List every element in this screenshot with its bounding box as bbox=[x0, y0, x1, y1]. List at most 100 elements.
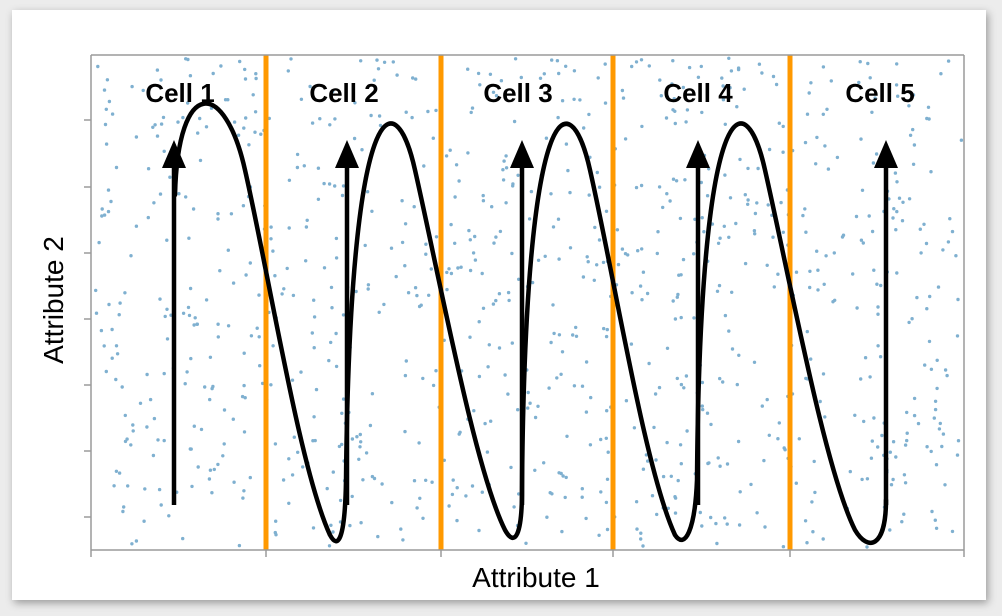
scatter-point bbox=[604, 500, 609, 505]
scatter-point bbox=[605, 409, 609, 413]
scatter-point bbox=[605, 477, 610, 481]
scatter-point bbox=[905, 438, 909, 443]
scatter-point bbox=[549, 192, 553, 196]
scatter-point bbox=[888, 450, 892, 454]
scatter-point bbox=[908, 133, 913, 137]
scatter-point bbox=[468, 268, 473, 273]
scatter-point bbox=[259, 132, 263, 136]
scatter-point bbox=[574, 325, 578, 330]
scatter-point bbox=[876, 312, 880, 316]
scatter-point bbox=[933, 407, 938, 412]
scatter-point bbox=[620, 88, 625, 93]
scatter-point bbox=[803, 140, 808, 145]
scatter-point bbox=[603, 101, 608, 105]
scatter-point bbox=[936, 285, 941, 289]
scatter-point bbox=[159, 122, 164, 126]
scatter-point bbox=[922, 222, 926, 226]
cell-label-2: Cell 2 bbox=[309, 78, 378, 108]
scatter-point bbox=[477, 528, 481, 533]
scatter-point bbox=[208, 355, 213, 359]
scatter-point bbox=[821, 65, 826, 69]
scatter-point bbox=[559, 372, 563, 376]
scatter-point bbox=[634, 500, 639, 504]
scatter-point bbox=[211, 71, 215, 76]
scatter-point bbox=[929, 367, 934, 371]
scatter-point bbox=[334, 331, 338, 336]
scatter-point bbox=[816, 288, 820, 292]
scatter-point bbox=[767, 433, 771, 437]
scatter-point bbox=[143, 487, 147, 491]
scatter-point bbox=[186, 101, 190, 105]
scatter-point bbox=[675, 295, 679, 299]
scatter-point bbox=[781, 230, 785, 234]
scatter-point bbox=[184, 195, 188, 199]
scatter-point bbox=[414, 77, 418, 81]
scatter-point bbox=[145, 372, 149, 377]
scatter-point bbox=[364, 451, 369, 455]
scatter-point bbox=[368, 423, 373, 428]
scatter-point bbox=[204, 298, 209, 302]
scatter-point bbox=[494, 235, 498, 239]
scatter-point bbox=[794, 270, 799, 274]
scatter-point bbox=[639, 537, 643, 541]
scatter-point bbox=[492, 241, 496, 245]
scatter-point bbox=[456, 266, 460, 270]
scatter-point bbox=[700, 380, 705, 385]
scatter-point bbox=[331, 470, 335, 474]
scatter-point bbox=[682, 386, 686, 390]
scatter-point bbox=[655, 512, 659, 517]
scatter-point bbox=[946, 240, 951, 244]
scatter-point bbox=[752, 360, 757, 364]
scatter-point bbox=[406, 291, 411, 295]
scatter-point bbox=[310, 331, 314, 335]
scatter-point bbox=[104, 142, 109, 146]
scatter-point bbox=[602, 326, 606, 331]
scatter-point bbox=[559, 471, 563, 476]
scatter-point bbox=[672, 97, 676, 101]
scatter-point bbox=[823, 144, 827, 148]
scatter-point bbox=[359, 59, 363, 63]
scatter-point bbox=[123, 413, 128, 418]
scatter-point bbox=[198, 158, 203, 163]
scatter-point bbox=[737, 523, 742, 527]
scatter-point bbox=[629, 342, 634, 346]
scatter-point bbox=[829, 79, 833, 83]
scatter-point bbox=[480, 271, 484, 276]
scatter-point bbox=[604, 209, 609, 213]
scatter-point bbox=[549, 340, 553, 345]
cell-label-5: Cell 5 bbox=[845, 78, 914, 108]
scatter-point bbox=[865, 545, 869, 549]
scatter-point bbox=[226, 248, 230, 252]
scatter-point bbox=[599, 490, 603, 494]
scatter-point bbox=[669, 474, 673, 478]
scatter-point bbox=[894, 228, 898, 232]
scatter-point bbox=[413, 286, 418, 290]
scatter-point bbox=[507, 298, 511, 303]
scatter-point bbox=[468, 238, 472, 242]
scatter-point bbox=[134, 135, 139, 139]
scatter-point bbox=[831, 300, 835, 304]
scatter-point bbox=[564, 475, 568, 480]
scatter-point bbox=[715, 541, 719, 546]
scatter-point bbox=[587, 112, 591, 117]
scatter-point bbox=[470, 106, 475, 110]
scatter-point bbox=[927, 339, 932, 344]
scatter-point bbox=[621, 96, 626, 100]
scatter-point bbox=[238, 59, 242, 64]
scatter-point bbox=[891, 216, 895, 220]
scatter-point bbox=[210, 491, 214, 495]
scatter-point bbox=[394, 274, 398, 279]
cell-dividers bbox=[263, 55, 793, 550]
scatter-point bbox=[872, 268, 876, 272]
scatter-point bbox=[203, 385, 207, 389]
scatter-point bbox=[459, 265, 463, 269]
scatter-point bbox=[193, 316, 197, 320]
scatter-point bbox=[684, 374, 689, 378]
scatter-point bbox=[911, 127, 915, 132]
scatter-point bbox=[221, 454, 225, 458]
scatter-point bbox=[236, 133, 241, 137]
scatter-point bbox=[469, 110, 473, 115]
scatter-point bbox=[676, 478, 680, 483]
scatter-point bbox=[506, 290, 511, 295]
scatter-point bbox=[934, 463, 939, 467]
